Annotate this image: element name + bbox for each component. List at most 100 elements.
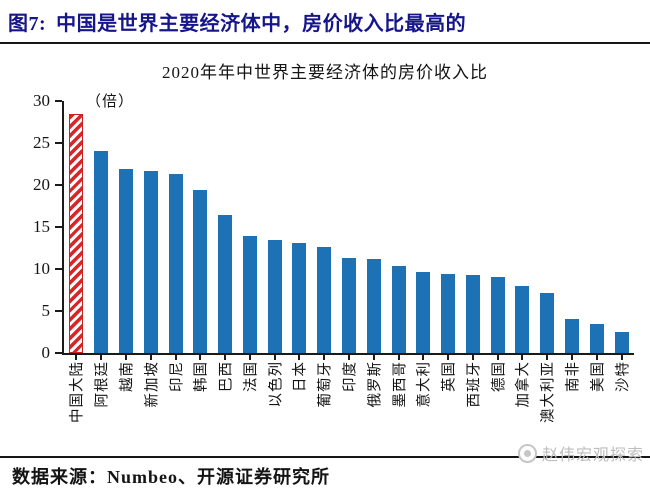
x-axis-tick [546, 355, 549, 360]
bar-法国 [242, 236, 257, 353]
y-axis-tick-label: 10 [33, 259, 50, 279]
x-axis-tick [248, 355, 251, 360]
x-axis-tick [422, 355, 425, 360]
y-axis-tick [55, 184, 62, 187]
y-axis-tick-label: 15 [33, 217, 50, 236]
y-axis-unit-label: （倍） [86, 94, 135, 110]
plot-area: （倍） 中国大陆 阿根廷 越南 新加坡 印尼 韩国 巴西 法国 以色列 日本 葡萄牙 印度 俄罗斯 墨西哥… [33, 92, 634, 423]
bar-墨西哥 [391, 265, 406, 353]
bar-以色列 [267, 240, 282, 353]
x-axis-tick [199, 355, 202, 360]
y-axis-tick-label: 5 [41, 301, 51, 321]
x-axis-label: 新加坡 [144, 361, 161, 408]
x-axis-label: 沙特 [615, 361, 632, 392]
bar-葡萄牙 [317, 247, 332, 353]
x-axis-label: 澳大利亚 [540, 361, 557, 423]
y-axis-tick [55, 268, 62, 271]
x-axis-label: 巴西 [218, 361, 235, 392]
x-axis-label: 意大利 [416, 361, 433, 408]
x-axis-label: 印度 [342, 361, 359, 392]
bar-slot: 沙特 [609, 101, 634, 392]
bar-slot: 意大利 [411, 101, 436, 408]
bar-slot: 以色列 [262, 101, 287, 408]
x-axis-label: 墨西哥 [392, 361, 409, 408]
x-axis-tick [471, 355, 474, 360]
bar-西班牙 [465, 274, 480, 353]
x-axis-label: 印尼 [169, 361, 186, 392]
x-axis-tick [571, 355, 574, 360]
x-axis-label: 德国 [491, 361, 508, 392]
data-source-note: 数据来源：Numbeo、开源证券研究所 [12, 467, 331, 487]
bar-slot: 南非 [560, 101, 585, 392]
bar-印度 [341, 258, 356, 353]
x-axis-tick [149, 355, 152, 360]
bar-slot: 德国 [485, 101, 510, 392]
x-axis-tick [323, 355, 326, 360]
x-axis-tick [372, 355, 375, 360]
y-axis-tick [55, 100, 62, 102]
bar-巴西 [218, 215, 233, 353]
bar-南非 [565, 319, 580, 353]
y-axis-tick [55, 310, 62, 313]
bar-美国 [589, 324, 604, 353]
x-axis-label: 西班牙 [466, 361, 483, 408]
bar-slot: 韩国 [188, 101, 213, 392]
bar-越南 [118, 169, 133, 353]
x-axis-tick [124, 355, 127, 360]
x-axis-label: 以色列 [268, 361, 285, 408]
bar-slot: 印度 [337, 101, 362, 392]
bar-slot: 阿根廷 [89, 101, 114, 408]
watermark: 赵伟宏观探索 [517, 440, 644, 466]
y-axis-tick-label: 0 [41, 343, 51, 362]
x-axis-label: 越南 [119, 361, 136, 392]
x-axis-label: 英国 [441, 361, 458, 392]
x-axis-label: 阿根廷 [94, 361, 111, 408]
x-axis-tick [75, 355, 78, 360]
x-axis-tick [174, 355, 177, 360]
y-axis-tick [55, 352, 62, 354]
bar-slot: 美国 [584, 101, 609, 392]
bar-加拿大 [515, 285, 530, 353]
bar-澳大利亚 [540, 292, 555, 353]
bar-印尼 [168, 174, 183, 353]
x-axis-tick [521, 355, 524, 360]
bar-slot: 日本 [287, 101, 312, 392]
bar-series: 中国大陆 阿根廷 越南 新加坡 印尼 韩国 巴西 法国 以色列 日本 葡萄牙 印度 俄罗斯 墨西哥 意大利英… [64, 101, 634, 423]
x-axis-label: 俄罗斯 [367, 361, 384, 408]
x-axis-tick [595, 355, 598, 360]
bar-slot: 法国 [237, 101, 262, 392]
bar-德国 [490, 276, 505, 353]
bar-slot: 新加坡 [138, 101, 163, 408]
x-axis-label: 美国 [590, 361, 607, 392]
x-axis-label: 韩国 [193, 361, 210, 392]
x-axis-label: 加拿大 [515, 361, 532, 408]
bar-意大利 [416, 272, 431, 353]
bar-slot: 俄罗斯 [361, 101, 386, 408]
bar-slot: 澳大利亚 [535, 101, 560, 423]
watermark-text: 赵伟宏观探索 [541, 447, 644, 464]
x-axis-tick [273, 355, 276, 360]
x-axis-tick [224, 355, 227, 360]
bar-slot: 加拿大 [510, 101, 535, 408]
chart-title: 2020年年中世界主要经济体的房价收入比 [162, 63, 488, 82]
bar-slot: 中国大陆 [64, 101, 89, 423]
bar-中国大陆 [69, 113, 84, 353]
x-axis-label: 中国大陆 [69, 361, 86, 423]
figure-header: 图7: 中国是世界主要经济体中，房价收入比最高的 [8, 7, 642, 36]
figure-number: 图7: [8, 13, 47, 35]
bar-slot: 西班牙 [461, 101, 486, 408]
bar-slot: 英国 [436, 101, 461, 392]
figure-title: 中国是世界主要经济体中，房价收入比最高的 [56, 13, 467, 35]
bar-韩国 [193, 190, 208, 353]
header-divider [0, 42, 650, 44]
x-axis-tick [397, 355, 400, 360]
x-axis-label: 南非 [565, 361, 582, 392]
x-axis-tick [100, 355, 103, 360]
x-axis-tick [496, 355, 499, 360]
footer-divider [0, 456, 650, 458]
watermark-logo-icon [517, 443, 537, 463]
bar-俄罗斯 [366, 258, 381, 353]
x-axis-label: 日本 [292, 361, 309, 392]
x-axis-tick [447, 355, 450, 360]
